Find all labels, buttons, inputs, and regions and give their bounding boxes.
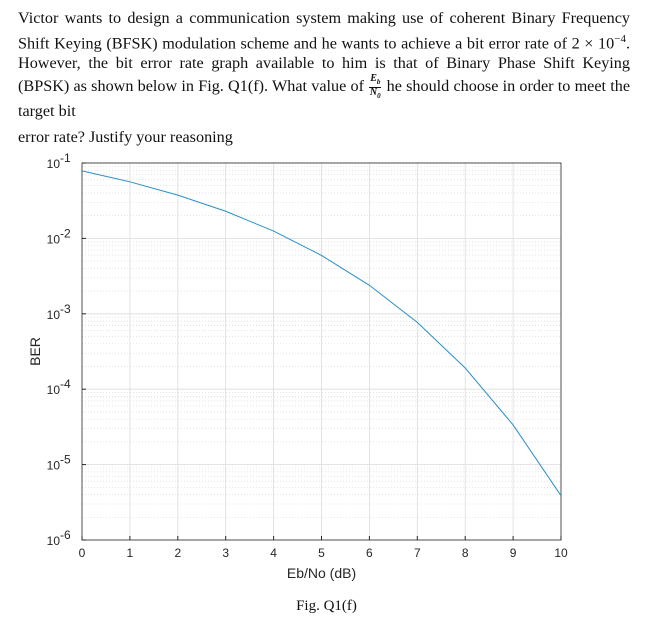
y-tick-label: 10 — [47, 383, 61, 397]
period: . — [625, 33, 630, 52]
x-tick-label: 3 — [222, 546, 229, 560]
frac-den-sub: 0 — [377, 91, 381, 100]
y-tick-label: 10 — [47, 534, 61, 548]
y-tick-exponent: -6 — [60, 528, 71, 542]
question-line-1: Victor wants to design a communication s… — [18, 9, 630, 52]
eb-no-fraction: Eb N0 — [369, 72, 382, 101]
frac-den: N — [369, 86, 378, 98]
x-tick-label: 4 — [270, 546, 277, 560]
x-tick-label: 5 — [318, 546, 325, 560]
question-line-3: However, the bit error rate graph availa… — [18, 54, 630, 96]
frac-num-sub: b — [376, 77, 381, 86]
y-tick-exponent: -2 — [60, 226, 71, 240]
x-tick-label: 2 — [174, 546, 181, 560]
x-axis-label: Eb/No (dB) — [287, 565, 356, 581]
y-tick-exponent: -1 — [60, 151, 71, 165]
y-tick-label: 10 — [47, 459, 61, 473]
y-tick-label: 10 — [47, 232, 61, 246]
x-tick-label: 8 — [462, 546, 469, 560]
question-line-5: error rate? Justify your reasoning — [18, 128, 233, 147]
x-tick-label: 6 — [366, 546, 373, 560]
y-tick-exponent: -5 — [60, 453, 71, 467]
x-tick-label: 0 — [79, 546, 86, 560]
x-tick-label: 7 — [414, 546, 421, 560]
y-tick-label: 10 — [47, 308, 61, 322]
x-tick-label: 9 — [510, 546, 517, 560]
question-line-4: he should choose in order to meet the ta… — [18, 77, 631, 120]
question-text: Victor wants to design a communication s… — [18, 8, 630, 148]
frac-num: E — [370, 72, 377, 84]
y-axis-label: BER — [27, 337, 43, 366]
figure-caption: Fig. Q1(f) — [296, 598, 357, 614]
x-tick-label: 10 — [554, 546, 568, 560]
y-tick-exponent: -3 — [60, 302, 71, 316]
exponent: −4 — [614, 32, 626, 45]
y-tick-exponent: -4 — [60, 377, 71, 391]
x-tick-label: 1 — [127, 546, 134, 560]
y-tick-label: 10 — [47, 157, 61, 171]
